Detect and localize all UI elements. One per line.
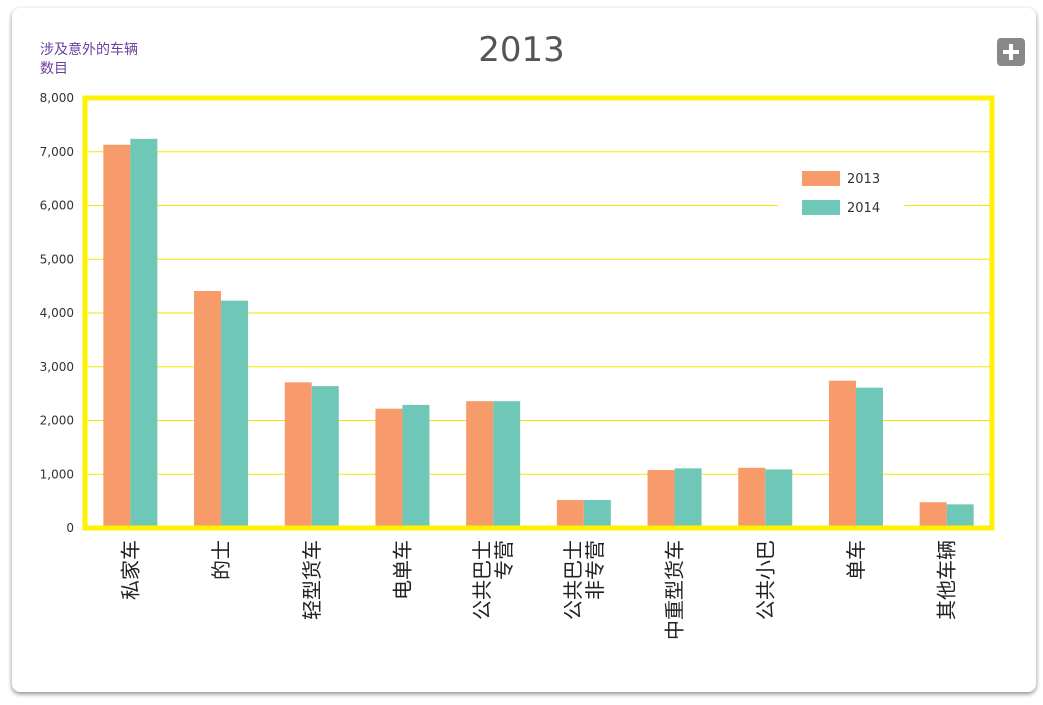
- bar-2014-9: [946, 504, 974, 528]
- y-tick-label: 7,000: [40, 145, 74, 159]
- y-tick-label: 5,000: [40, 252, 74, 266]
- y-tick-label: 6,000: [40, 199, 74, 213]
- bar-2014-7: [765, 469, 793, 528]
- x-tick-label: 专营: [492, 540, 516, 580]
- legend-box: [778, 162, 904, 226]
- y-tick-label: 1,000: [40, 467, 74, 481]
- y-tick-label: 0: [66, 521, 74, 535]
- legend-swatch-2013: [802, 171, 840, 186]
- x-tick-label: 电单车: [390, 540, 414, 600]
- expand-plus-icon[interactable]: [997, 38, 1025, 66]
- bar-2013-4: [466, 401, 494, 528]
- x-tick-label: 公共巴士: [470, 540, 494, 620]
- x-tick-label: 其他车辆: [935, 540, 959, 620]
- legend-swatch-2014: [802, 200, 840, 215]
- x-tick-label: 公共巴士: [561, 540, 585, 620]
- bar-2014-3: [402, 404, 430, 528]
- y-axis-label: 涉及意外的车辆数目: [40, 42, 138, 77]
- bar-2013-2: [284, 382, 312, 528]
- bar-2014-2: [311, 386, 339, 528]
- plot-frame: [82, 95, 995, 531]
- bar-2014-8: [855, 387, 883, 528]
- x-tick-label: 非专营: [583, 540, 607, 600]
- y-tick-label: 8,000: [40, 91, 74, 105]
- bar-2014-1: [221, 300, 249, 528]
- legend-label-2013: 2013: [847, 172, 880, 187]
- bar-2013-1: [194, 290, 222, 528]
- x-tick-label: 公共小巴: [753, 540, 777, 620]
- x-tick-label: 的士: [209, 540, 233, 580]
- bar-2013-7: [738, 467, 766, 528]
- bar-2014-5: [583, 500, 611, 528]
- x-tick-label: 中重型货车: [663, 540, 687, 640]
- bar-2013-8: [828, 380, 856, 528]
- x-tick-label: 轻型货车: [300, 540, 324, 620]
- bar-2013-0: [103, 144, 131, 528]
- y-tick-label: 2,000: [40, 414, 74, 428]
- bar-2013-9: [919, 502, 947, 528]
- chart-title: 2013: [478, 30, 565, 70]
- x-tick-label: 私家车: [118, 540, 142, 600]
- bar-2014-4: [493, 401, 521, 528]
- bar-2014-0: [130, 138, 158, 528]
- bar-2013-6: [647, 469, 675, 528]
- chart-card: [12, 8, 1036, 692]
- y-tick-label: 4,000: [40, 306, 74, 320]
- legend-label-2014: 2014: [847, 201, 880, 216]
- x-tick-label: 单车: [844, 540, 868, 580]
- bar-2013-5: [556, 500, 584, 528]
- bar-2013-3: [375, 408, 403, 528]
- y-tick-label: 3,000: [40, 360, 74, 374]
- bar-2014-6: [674, 468, 702, 528]
